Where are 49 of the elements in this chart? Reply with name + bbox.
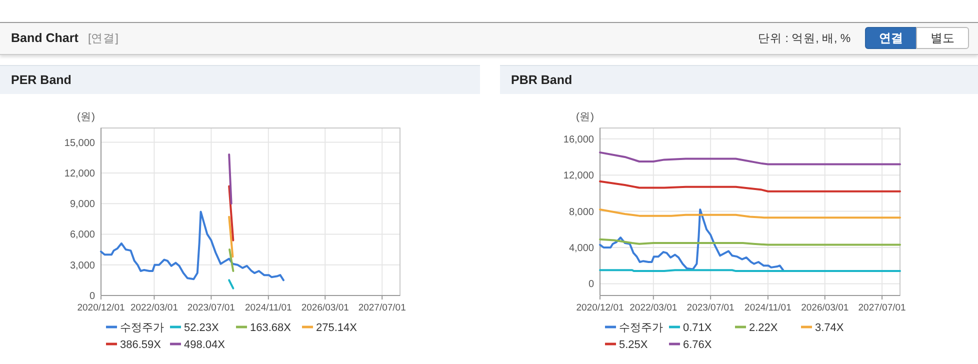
legend-label: 수정주가 (619, 322, 663, 334)
x-tick-label: 2022/03/01 (130, 302, 178, 314)
y-axis-title: (원) (77, 111, 95, 123)
y-tick-label: 4,000 (568, 243, 594, 254)
chart-title: PBR Band (511, 73, 572, 87)
x-tick-label: 2022/03/01 (630, 302, 678, 314)
text: 별도 (916, 27, 969, 49)
x-tick-label: 2024/11/01 (744, 302, 792, 314)
x-tick-label: 2023/07/01 (187, 302, 235, 314)
text: Band Chart (11, 31, 78, 45)
y-axis-title: (원) (576, 111, 594, 123)
text: [연결] (88, 32, 118, 46)
x-tick-label: 2027/07/01 (858, 302, 906, 314)
legend-label: 498.04X (184, 339, 226, 351)
y-tick-label: 9,000 (70, 199, 96, 210)
line-series (599, 208, 901, 219)
y-tick-label: 3,000 (70, 260, 96, 272)
legend-label: 6.76X (683, 339, 712, 351)
line-series (599, 151, 901, 166)
y-tick-label: 0 (89, 291, 96, 302)
y-tick-label: 12,000 (563, 170, 594, 182)
text: 단위 : 억원, 배, % (758, 32, 851, 46)
text: 연결 (865, 27, 917, 49)
y-tick-label: 16,000 (563, 134, 594, 146)
y-tick-label: 12,000 (64, 168, 96, 180)
x-tick-label: 2020/12/01 (576, 302, 624, 314)
x-tick-label: 2023/07/01 (686, 302, 734, 314)
line-series (599, 180, 901, 192)
legend-label: 0.71X (683, 322, 712, 334)
y-tick-label: 15,000 (64, 138, 96, 149)
chart-title: PER Band (11, 73, 72, 87)
line-series (599, 208, 784, 272)
x-tick-label: 2020/12/01 (77, 302, 125, 314)
legend-label: 275.14X (316, 322, 358, 334)
y-tick-label: 0 (588, 279, 594, 290)
x-tick-label: 2027/07/01 (358, 302, 406, 314)
legend-label: 163.68X (250, 322, 292, 334)
legend-label: 수정주가 (120, 322, 164, 334)
line-series (100, 210, 284, 282)
legend-label: 3.74X (815, 322, 844, 334)
y-tick-label: 8,000 (568, 206, 594, 218)
x-tick-label: 2026/03/01 (801, 302, 849, 314)
x-tick-label: 2026/03/01 (301, 302, 349, 314)
legend-label: 52.23X (184, 322, 220, 334)
legend-label: 5.25X (619, 339, 648, 351)
legend-label: 386.59X (120, 339, 162, 351)
legend-label: 2.22X (749, 322, 778, 334)
x-tick-label: 2024/11/01 (244, 302, 292, 314)
y-tick-label: 6,000 (70, 230, 96, 241)
